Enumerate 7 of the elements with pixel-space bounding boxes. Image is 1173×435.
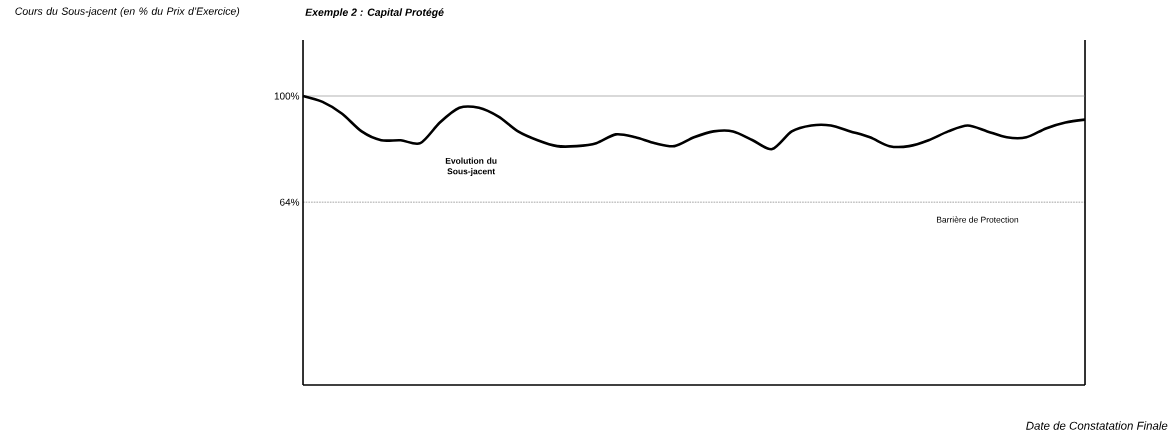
y-tick-label: 100% xyxy=(274,92,300,100)
y-axis-title: Cours du Sous-jacent (en % du Prix d’Exercice) xyxy=(15,7,240,17)
x-axis-title: Date de Constatation Finale xyxy=(1026,421,1168,430)
annotation: Evolution du Sous-jacent xyxy=(445,157,497,176)
ref-line-label: Barrière de Protection xyxy=(936,216,1019,223)
chart-title: Exemple 2 : Capital Protégé xyxy=(305,8,444,19)
y-tick-label: 64% xyxy=(280,198,300,206)
